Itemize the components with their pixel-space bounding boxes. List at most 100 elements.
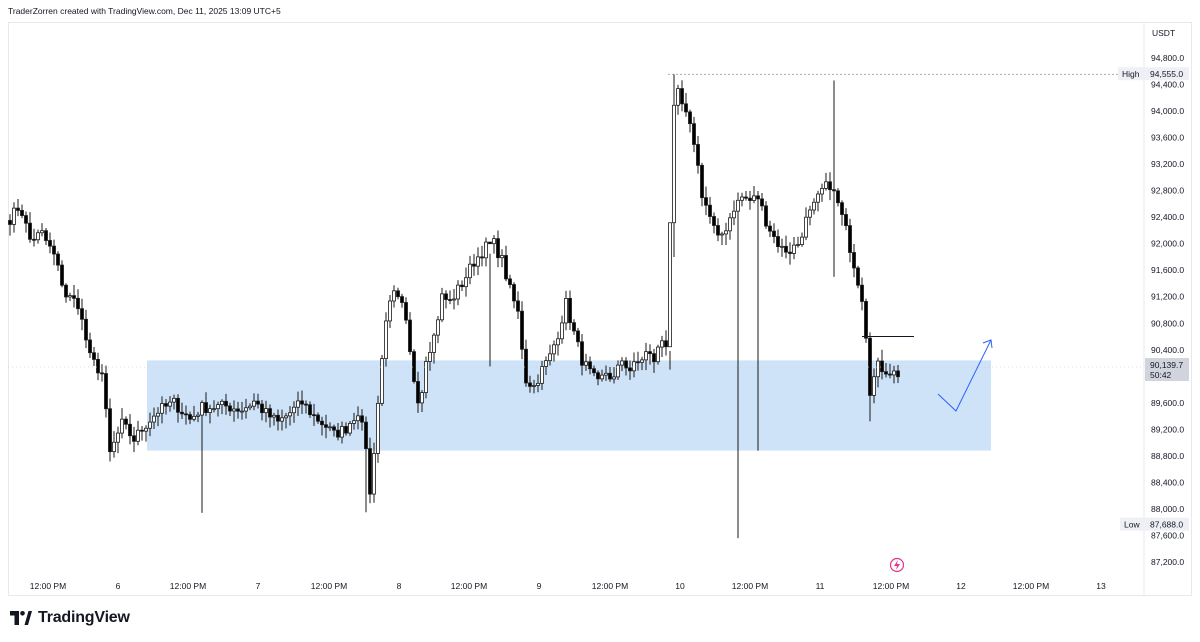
high-label-box bbox=[1118, 67, 1189, 81]
y-tick-label: 93,200.0 bbox=[1151, 159, 1184, 169]
candle-up bbox=[452, 298, 456, 301]
candle-down bbox=[308, 404, 312, 416]
candle-up bbox=[356, 415, 360, 422]
y-tick-label: 94,400.0 bbox=[1151, 80, 1184, 90]
candle-down bbox=[184, 413, 188, 416]
x-tick-label: 7 bbox=[256, 581, 261, 591]
candle-down bbox=[60, 264, 64, 286]
candle-down bbox=[400, 296, 404, 303]
last-price-box bbox=[1145, 358, 1189, 382]
candle-down bbox=[472, 263, 476, 267]
candle-down bbox=[16, 207, 20, 211]
candle-up bbox=[200, 402, 204, 416]
candle-down bbox=[592, 368, 596, 374]
candle-up bbox=[476, 256, 480, 267]
candle-down bbox=[64, 284, 68, 298]
y-tick-label: 94,800.0 bbox=[1151, 53, 1184, 63]
candle-down bbox=[80, 308, 84, 320]
candle-up bbox=[724, 230, 728, 235]
candle-down bbox=[688, 111, 692, 125]
candle-down bbox=[508, 278, 512, 285]
candle-down bbox=[608, 372, 612, 380]
x-tick-label: 12:00 PM bbox=[732, 581, 768, 591]
candle-up bbox=[152, 415, 156, 423]
candle-up bbox=[632, 361, 636, 372]
candle-down bbox=[260, 403, 264, 414]
candle-up bbox=[552, 344, 556, 355]
candle-down bbox=[636, 361, 640, 364]
candle-up bbox=[252, 400, 256, 407]
candle-up bbox=[468, 263, 472, 279]
candle-up bbox=[640, 359, 644, 363]
candle-down bbox=[504, 255, 508, 280]
candle-up bbox=[600, 374, 604, 380]
candle-up bbox=[792, 244, 796, 254]
candle-up bbox=[876, 360, 880, 378]
candle-up bbox=[484, 241, 488, 259]
candle-down bbox=[896, 370, 900, 378]
last-price-value: 90,139.7 bbox=[1150, 360, 1183, 370]
candle-up bbox=[824, 181, 828, 189]
candle-up bbox=[168, 401, 172, 407]
projection-arrowhead bbox=[982, 339, 993, 349]
high-value: 94,555.0 bbox=[1150, 69, 1183, 79]
candle-down bbox=[580, 341, 584, 366]
candle-down bbox=[716, 225, 720, 236]
candle-down bbox=[528, 382, 532, 387]
projection-path bbox=[937, 339, 992, 412]
candle-up bbox=[564, 297, 568, 324]
candle-down bbox=[488, 241, 492, 245]
candle-up bbox=[660, 340, 664, 348]
candle-up bbox=[220, 400, 224, 406]
candle-down bbox=[516, 300, 520, 312]
candle-down bbox=[124, 418, 128, 425]
y-tick-label: 91,600.0 bbox=[1151, 265, 1184, 275]
event-lightning-icon bbox=[889, 557, 905, 573]
candle-up bbox=[752, 195, 756, 201]
candle-up bbox=[500, 255, 504, 259]
candle-down bbox=[696, 144, 700, 166]
candle-up bbox=[328, 426, 332, 429]
candle-up bbox=[804, 216, 808, 238]
y-tick-label: 89,600.0 bbox=[1151, 398, 1184, 408]
candle-up bbox=[492, 238, 496, 245]
candle-up bbox=[720, 233, 724, 236]
candle-down bbox=[32, 238, 36, 241]
candle-up bbox=[892, 370, 896, 376]
candle-up bbox=[800, 236, 804, 245]
candle-down bbox=[416, 381, 420, 404]
candle-down bbox=[412, 351, 416, 382]
candle-up bbox=[612, 376, 616, 380]
candle-down bbox=[444, 293, 448, 300]
candle-down bbox=[840, 202, 844, 215]
candle-down bbox=[480, 256, 484, 259]
candle-down bbox=[20, 209, 24, 216]
candle-down bbox=[396, 290, 400, 298]
candle-up bbox=[144, 427, 148, 432]
x-tick-label: 6 bbox=[116, 581, 121, 591]
candle-up bbox=[136, 429, 140, 442]
candle-down bbox=[176, 397, 180, 413]
candle-down bbox=[852, 252, 856, 269]
candle-down bbox=[320, 420, 324, 426]
candle-up bbox=[812, 201, 816, 211]
candle-down bbox=[104, 373, 108, 410]
candle-up bbox=[248, 405, 252, 409]
candle-down bbox=[316, 414, 320, 422]
chart-frame[interactable] bbox=[8, 22, 1192, 596]
tradingview-logo-icon bbox=[10, 611, 32, 625]
candle-up bbox=[872, 376, 876, 396]
candle-down bbox=[596, 372, 600, 380]
candle-down bbox=[704, 197, 708, 206]
candle-down bbox=[748, 197, 752, 201]
y-tick-label: 88,400.0 bbox=[1151, 477, 1184, 487]
x-tick-label: 8 bbox=[397, 581, 402, 591]
candle-up bbox=[728, 217, 732, 232]
candle-up bbox=[112, 441, 116, 453]
candle-down bbox=[256, 400, 260, 405]
candle-up bbox=[116, 432, 120, 443]
candle-down bbox=[268, 408, 272, 418]
candle-down bbox=[848, 225, 852, 253]
candle-down bbox=[568, 297, 572, 324]
